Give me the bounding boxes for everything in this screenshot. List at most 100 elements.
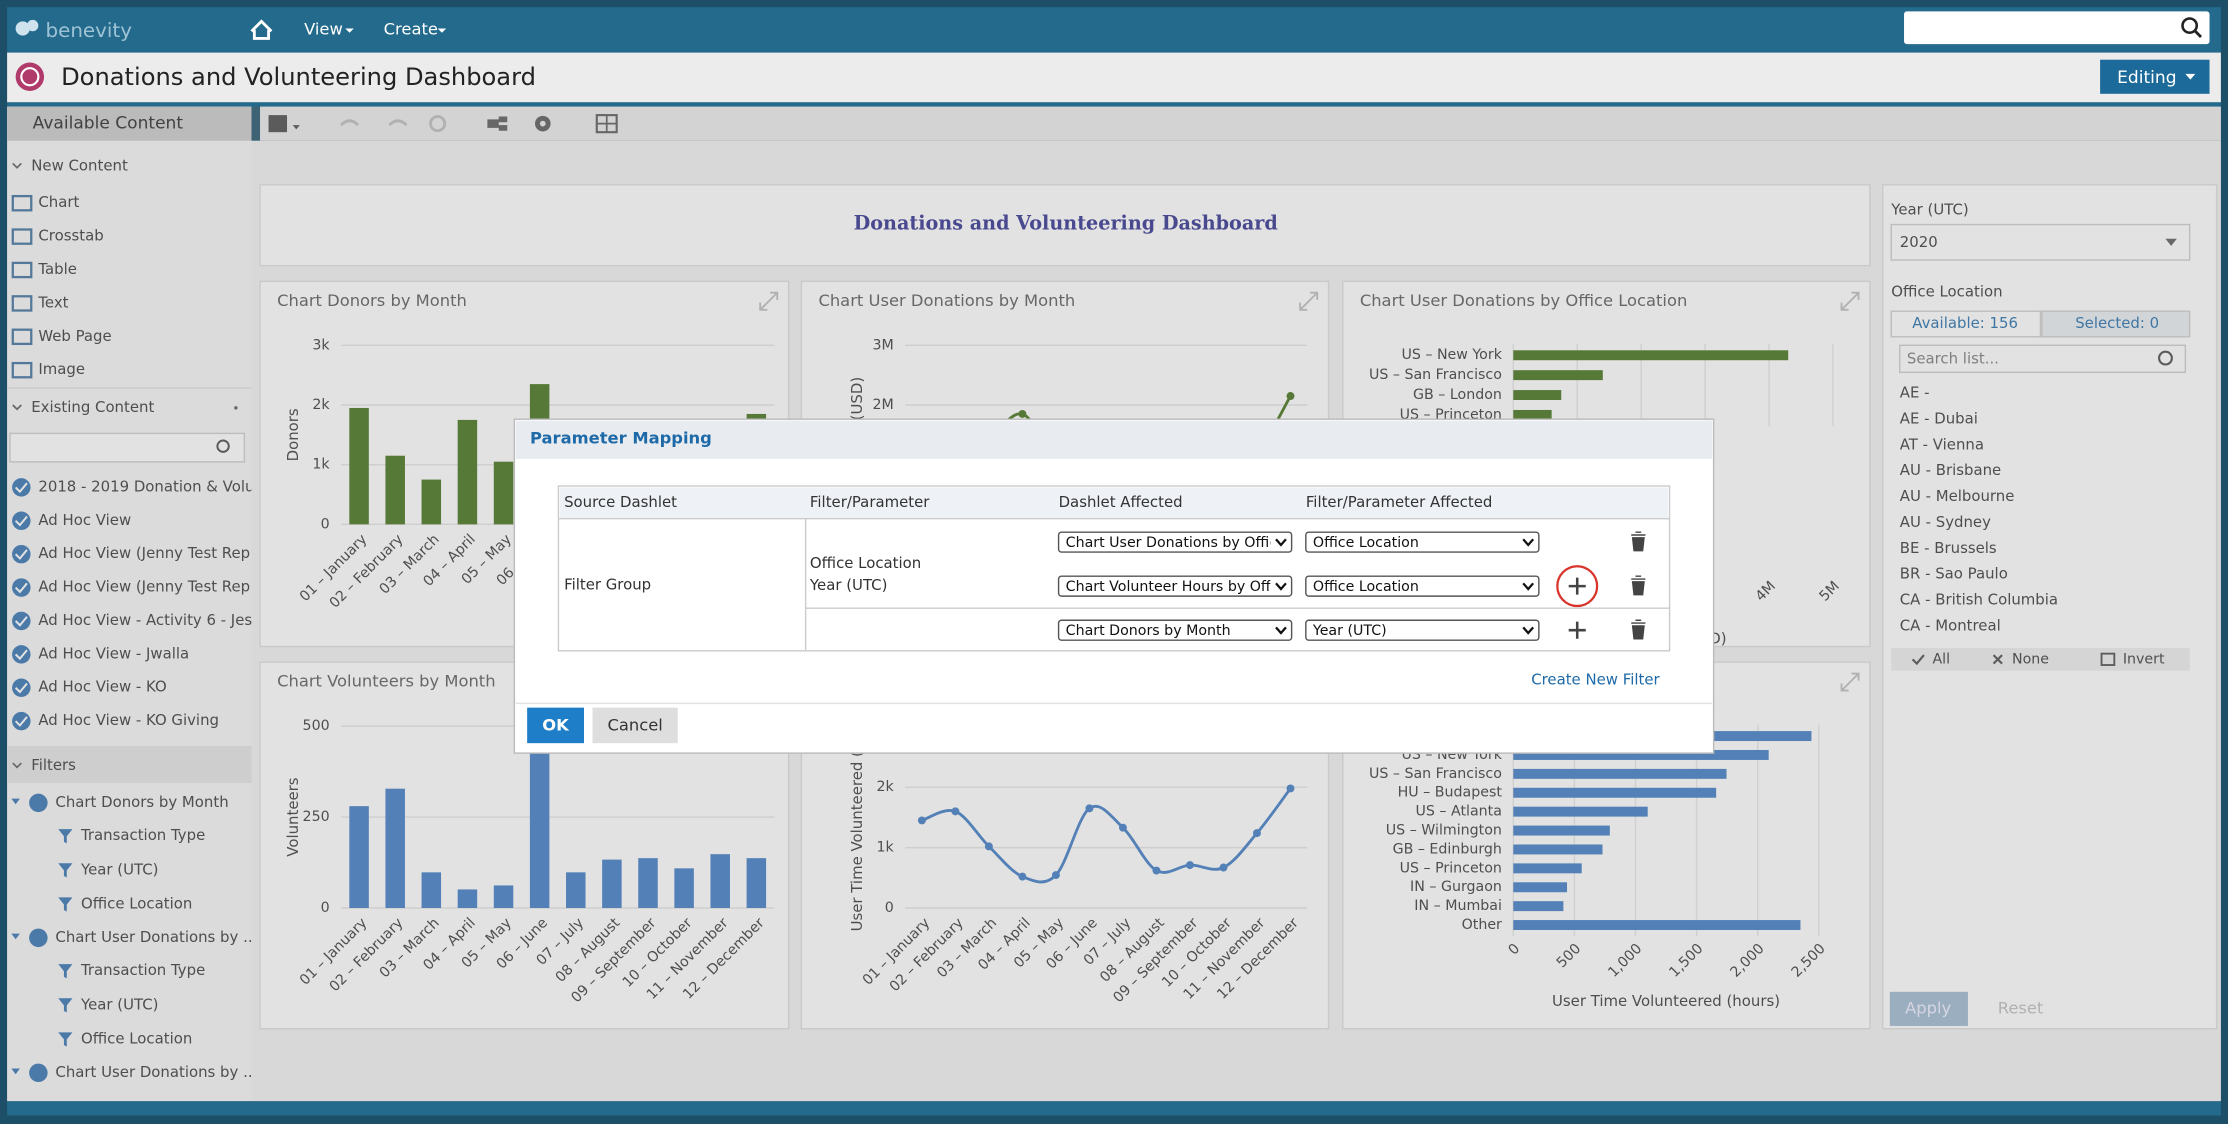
dropdown[interactable] bbox=[1057, 619, 1293, 641]
action[interactable]: Invert bbox=[2123, 651, 2165, 667]
point bbox=[1286, 784, 1295, 793]
content-item[interactable]: Ad Hoc View (Jenny Test Rep... bbox=[38, 578, 264, 596]
y-tick-label: 1k bbox=[312, 457, 330, 473]
reset-label[interactable]: Reset bbox=[1998, 998, 2044, 1017]
filter-label: Office Location bbox=[1891, 283, 2002, 301]
view-icon bbox=[29, 793, 48, 813]
category-label: GB – Edinburgh bbox=[1393, 841, 1502, 857]
bar bbox=[1513, 806, 1648, 817]
category-label: US – Atlanta bbox=[1415, 804, 1501, 820]
delete-icon[interactable] bbox=[1631, 531, 1646, 552]
option[interactable]: AE - bbox=[1900, 384, 1930, 402]
delete-icon[interactable] bbox=[1631, 619, 1646, 640]
list-search[interactable] bbox=[1899, 344, 2187, 374]
save-icon[interactable] bbox=[268, 115, 288, 133]
maximize-icon[interactable] bbox=[1840, 672, 1860, 692]
view-icon bbox=[14, 582, 28, 594]
dropdown-value: Office Location bbox=[1313, 535, 1419, 551]
content-item[interactable]: Ad Hoc View - Activity 6 - Jes... bbox=[38, 611, 266, 629]
option[interactable]: AU - Brisbane bbox=[1900, 461, 2001, 479]
option[interactable]: AU - Melbourne bbox=[1900, 487, 2015, 505]
cancel-button[interactable] bbox=[592, 707, 678, 744]
search-icon[interactable] bbox=[2181, 17, 2199, 34]
add-icon[interactable] bbox=[1568, 577, 1586, 595]
point bbox=[1051, 871, 1060, 880]
content-item[interactable]: Image bbox=[38, 360, 85, 378]
grid-icon bbox=[596, 115, 617, 133]
content-item[interactable]: 2018 - 2019 Donation & Volu... bbox=[38, 477, 268, 495]
year-select[interactable] bbox=[1890, 223, 2191, 261]
option[interactable]: AT - Vienna bbox=[1900, 435, 1984, 453]
y-tick-label: 2M bbox=[872, 397, 893, 413]
filter-label: Year (UTC) bbox=[1890, 200, 1968, 218]
content-item[interactable]: Crosstab bbox=[38, 227, 103, 245]
ok-button[interactable] bbox=[527, 707, 584, 744]
bar bbox=[1513, 749, 1769, 760]
point bbox=[1219, 863, 1228, 872]
content-item[interactable]: Ad Hoc View bbox=[38, 511, 131, 529]
expand-arrow bbox=[11, 933, 20, 940]
sidebar-content: New Content Chart Crosstab Table Text Web Pag… bbox=[7, 156, 269, 1083]
add-icon[interactable] bbox=[1568, 621, 1586, 639]
category-label: IN – Gurgaon bbox=[1410, 879, 1502, 895]
dropdown-clip: Office Location bbox=[1313, 579, 1419, 595]
content-item[interactable]: Web Page bbox=[38, 327, 111, 345]
action[interactable]: All bbox=[1932, 651, 1950, 667]
content-item[interactable]: Ad Hoc View - KO Giving bbox=[38, 711, 219, 729]
dropdown-clip: Office Location bbox=[1313, 535, 1419, 551]
content-item[interactable]: Ad Hoc View - KO bbox=[38, 678, 166, 696]
footer-bar bbox=[7, 1101, 2221, 1116]
bar bbox=[385, 455, 405, 525]
filter-icon bbox=[58, 1032, 73, 1047]
menu-create[interactable]: Create bbox=[384, 19, 438, 38]
dropdown-caret bbox=[1522, 626, 1535, 635]
apply-button[interactable] bbox=[1889, 991, 1968, 1026]
option[interactable]: CA - British Columbia bbox=[1900, 591, 2058, 609]
undo-redo-icon[interactable] bbox=[340, 119, 408, 127]
menu-view[interactable]: View bbox=[304, 19, 343, 38]
y-tick-label: 0 bbox=[885, 900, 894, 916]
maximize-icon[interactable] bbox=[759, 291, 779, 311]
delete-icon[interactable] bbox=[1631, 575, 1646, 596]
chevron bbox=[12, 162, 22, 169]
dropdown[interactable] bbox=[1305, 575, 1540, 597]
option[interactable]: BR - Sao Paulo bbox=[1900, 565, 2008, 583]
option[interactable]: CA - Montreal bbox=[1900, 616, 2001, 634]
maximize-icon[interactable] bbox=[1840, 291, 1860, 311]
view-icon bbox=[12, 478, 31, 497]
filter-group: Chart Donors by Month bbox=[55, 793, 228, 811]
search-box[interactable] bbox=[1904, 11, 2210, 45]
dropdown[interactable] bbox=[1057, 531, 1293, 553]
filters-bar bbox=[7, 746, 252, 783]
content-search[interactable] bbox=[9, 432, 246, 463]
maximize-icon[interactable] bbox=[1299, 291, 1319, 311]
point bbox=[1018, 872, 1027, 881]
tab[interactable] bbox=[1890, 310, 2042, 338]
filter-group: Chart User Donations by ... bbox=[55, 1063, 257, 1081]
dialog-content: Source Dashlet Filter/Parameter Dashlet Af… bbox=[564, 493, 1670, 641]
content-item[interactable]: Chart bbox=[38, 193, 79, 211]
reset-icon[interactable] bbox=[429, 115, 447, 133]
option[interactable]: BE - Brussels bbox=[1900, 539, 1997, 557]
create-filter-link[interactable]: Create New Filter bbox=[1531, 671, 1660, 689]
action[interactable]: None bbox=[2012, 651, 2049, 667]
tab-label: Available: 156 bbox=[1912, 314, 2018, 332]
content-item[interactable]: Ad Hoc View (Jenny Test Rep... bbox=[38, 544, 264, 562]
bar bbox=[602, 859, 622, 908]
content-item[interactable]: Table bbox=[37, 260, 77, 278]
column-header: Filter/Parameter Affected bbox=[1306, 493, 1493, 511]
option[interactable]: AE - Dubai bbox=[1900, 409, 1978, 427]
dropdown[interactable] bbox=[1305, 531, 1540, 553]
dropdown[interactable] bbox=[1305, 619, 1540, 641]
bar bbox=[1513, 390, 1562, 401]
content-item[interactable]: Ad Hoc View - Jwalla bbox=[38, 644, 189, 662]
option[interactable]: AU - Sydney bbox=[1900, 513, 1991, 531]
view-icon bbox=[12, 544, 31, 564]
hierarchy-icon[interactable] bbox=[487, 116, 508, 131]
home-icon[interactable] bbox=[250, 19, 273, 40]
dropdown[interactable] bbox=[1057, 575, 1293, 597]
tab[interactable] bbox=[2041, 310, 2191, 338]
content-item[interactable]: Text bbox=[37, 293, 68, 311]
column-header: Dashlet Affected bbox=[1059, 493, 1183, 511]
expand-arrow bbox=[11, 1068, 20, 1075]
